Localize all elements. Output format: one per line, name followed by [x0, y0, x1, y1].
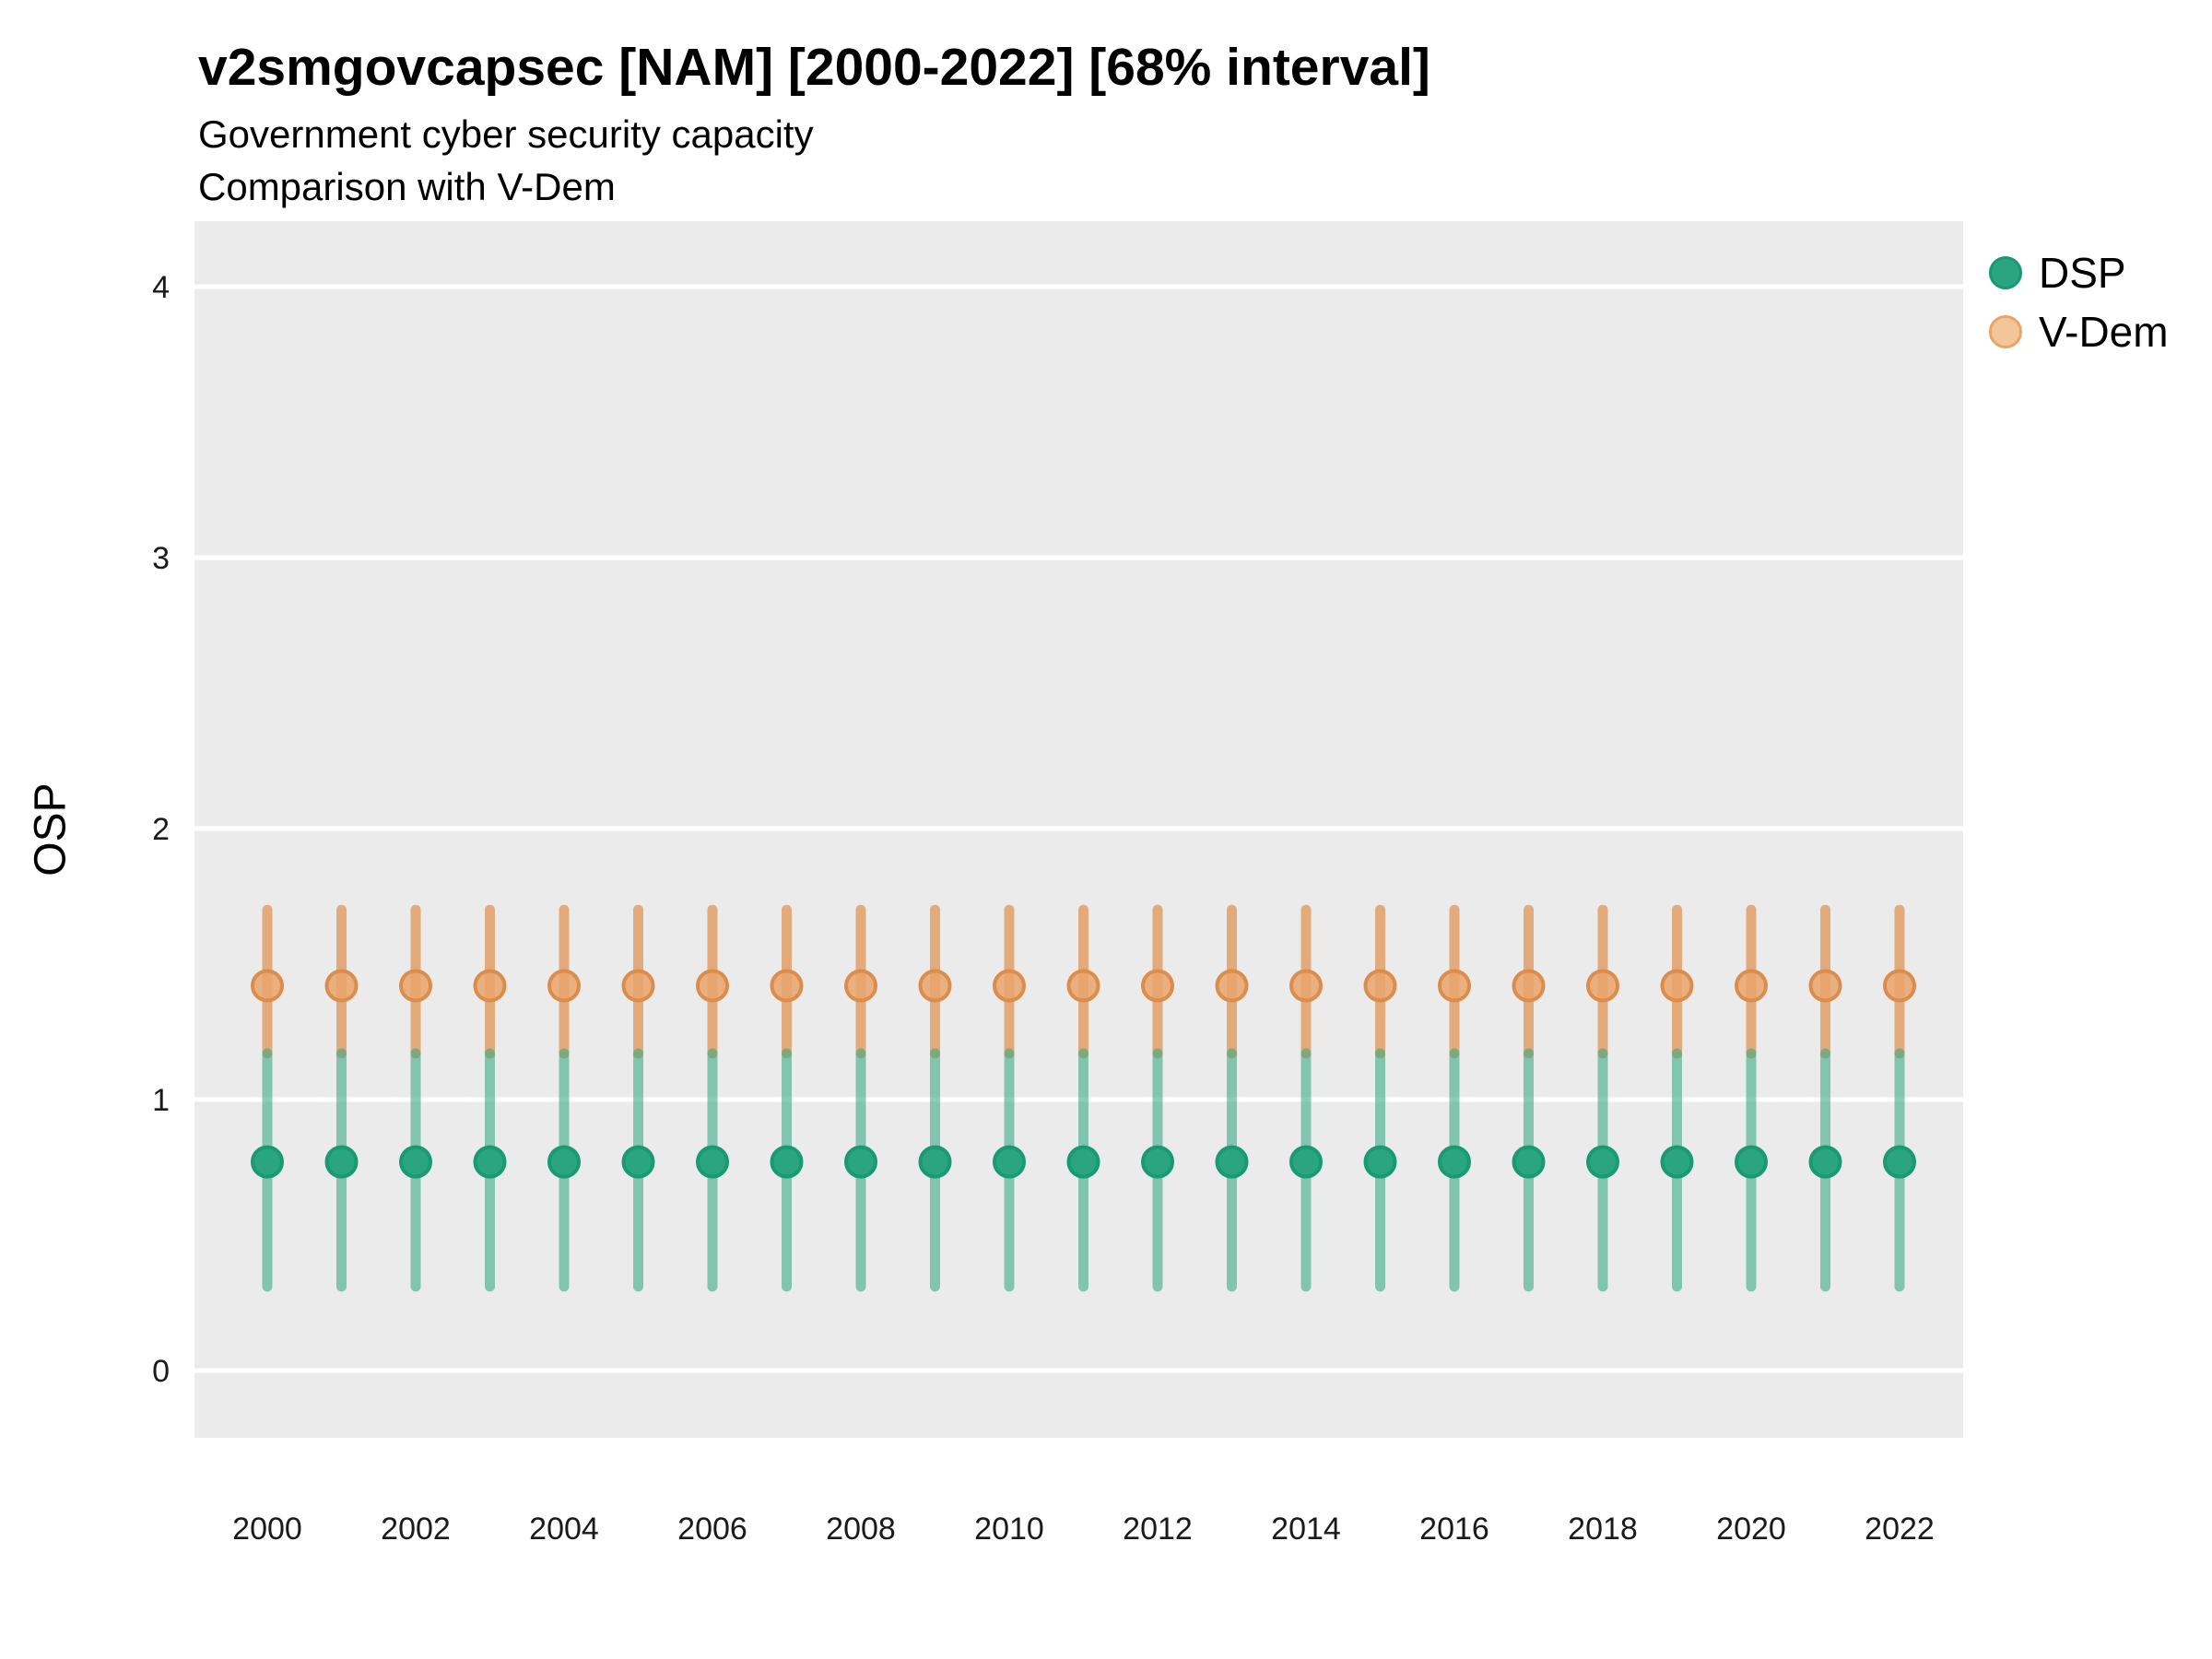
point-vdem-2020 [1735, 969, 1768, 1003]
point-dsp-2015 [1363, 1145, 1397, 1179]
point-vdem-2007 [770, 969, 804, 1003]
point-dsp-2013 [1215, 1145, 1249, 1179]
point-vdem-2006 [696, 969, 729, 1003]
legend-item-vdem: V-Dem [1989, 308, 2169, 356]
x-tick-label-2000: 2000 [232, 1512, 302, 1547]
point-dsp-2001 [324, 1145, 359, 1179]
legend-label-vdem: V-Dem [2039, 308, 2169, 356]
legend-swatch-dsp-icon [1989, 256, 2022, 289]
point-vdem-2021 [1808, 969, 1842, 1003]
point-vdem-2019 [1660, 969, 1694, 1003]
point-vdem-2001 [324, 969, 359, 1003]
point-dsp-2004 [547, 1145, 581, 1179]
y-tick-label-4: 4 [152, 270, 170, 305]
point-dsp-2005 [621, 1145, 655, 1179]
point-vdem-2015 [1363, 969, 1397, 1003]
x-tick-label-2014: 2014 [1271, 1512, 1341, 1547]
point-dsp-2007 [770, 1145, 804, 1179]
point-dsp-2020 [1735, 1145, 1768, 1179]
point-vdem-2005 [621, 969, 655, 1003]
x-tick-label-2006: 2006 [677, 1512, 747, 1547]
point-dsp-2000 [251, 1145, 284, 1179]
point-vdem-2016 [1438, 969, 1471, 1003]
point-vdem-2003 [473, 969, 507, 1003]
point-vdem-2000 [251, 969, 284, 1003]
legend: DSP V-Dem [1989, 249, 2169, 356]
chart-subtitle-line1: Government cyber security capacity [198, 112, 814, 156]
point-vdem-2002 [399, 969, 432, 1003]
x-tick-label-2016: 2016 [1419, 1512, 1489, 1547]
x-tick-label-2012: 2012 [1123, 1512, 1193, 1547]
x-tick-label-2022: 2022 [1865, 1512, 1935, 1547]
y-tick-label-2: 2 [152, 812, 170, 847]
y-tick-label-3: 3 [152, 541, 170, 576]
x-tick-label-2018: 2018 [1568, 1512, 1638, 1547]
point-dsp-2006 [696, 1145, 729, 1179]
point-vdem-2004 [547, 969, 581, 1003]
point-dsp-2009 [918, 1145, 952, 1179]
x-tick-label-2010: 2010 [974, 1512, 1044, 1547]
x-tick-label-2004: 2004 [529, 1512, 599, 1547]
x-tick-label-2002: 2002 [381, 1512, 451, 1547]
x-tick-label-2020: 2020 [1716, 1512, 1786, 1547]
point-dsp-2019 [1660, 1145, 1694, 1179]
point-dsp-2021 [1808, 1145, 1842, 1179]
point-dsp-2012 [1141, 1145, 1174, 1179]
point-vdem-2008 [844, 969, 877, 1003]
point-vdem-2010 [993, 969, 1026, 1003]
point-vdem-2014 [1289, 969, 1323, 1003]
y-tick-label-1: 1 [152, 1083, 170, 1118]
y-tick-label-0: 0 [152, 1354, 170, 1389]
legend-item-dsp: DSP [1989, 249, 2169, 297]
point-dsp-2018 [1586, 1145, 1619, 1179]
point-dsp-2014 [1289, 1145, 1323, 1179]
point-vdem-2009 [918, 969, 952, 1003]
point-dsp-2003 [473, 1145, 507, 1179]
legend-label-dsp: DSP [2039, 249, 2126, 297]
point-dsp-2008 [844, 1145, 877, 1179]
point-vdem-2011 [1066, 969, 1100, 1003]
chart-subtitle-line2: Comparison with V-Dem [198, 165, 616, 208]
x-tick-label-2008: 2008 [826, 1512, 896, 1547]
point-vdem-2017 [1512, 969, 1546, 1003]
point-dsp-2010 [993, 1145, 1026, 1179]
y-axis-title: OSP [26, 782, 76, 877]
point-dsp-2002 [399, 1145, 432, 1179]
point-dsp-2016 [1438, 1145, 1471, 1179]
point-vdem-2018 [1586, 969, 1619, 1003]
point-vdem-2022 [1883, 969, 1916, 1003]
legend-swatch-vdem-icon [1989, 315, 2022, 348]
point-vdem-2012 [1141, 969, 1174, 1003]
point-dsp-2011 [1066, 1145, 1100, 1179]
point-dsp-2017 [1512, 1145, 1546, 1179]
point-vdem-2013 [1215, 969, 1249, 1003]
chart-title: v2smgovcapsec [NAM] [2000-2022] [68% int… [198, 38, 1430, 97]
point-dsp-2022 [1883, 1145, 1916, 1179]
